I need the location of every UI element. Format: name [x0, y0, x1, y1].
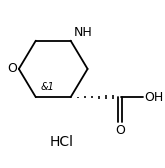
Text: O: O: [116, 123, 126, 137]
Text: HCl: HCl: [49, 135, 73, 149]
Text: &1: &1: [41, 82, 55, 92]
Text: NH: NH: [73, 26, 92, 39]
Text: OH: OH: [144, 91, 163, 104]
Text: O: O: [7, 62, 17, 75]
